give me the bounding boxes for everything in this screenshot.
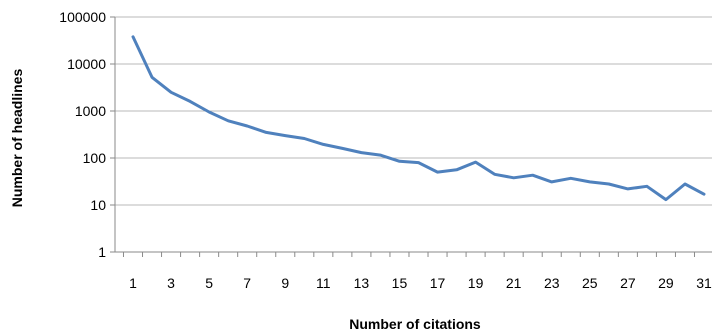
x-axis-title: Number of citations: [349, 316, 481, 332]
x-tick-label: 31: [696, 275, 712, 291]
gridlines: [115, 16, 712, 206]
x-tick-label: 17: [430, 275, 446, 291]
x-tick-label: 7: [243, 275, 251, 291]
x-tick-label: 29: [658, 275, 674, 291]
x-tick-label: 19: [468, 275, 484, 291]
axes: [110, 16, 712, 257]
x-tick-label: 5: [205, 275, 213, 291]
x-tick-label: 3: [167, 275, 175, 291]
x-tick-label: 11: [316, 275, 331, 291]
x-tick-label: 23: [544, 275, 560, 291]
x-tick-label: 25: [582, 275, 598, 291]
x-tick-label: 1: [129, 275, 137, 291]
y-axis-title: Number of headlines: [9, 69, 25, 208]
y-tick-label: 1000: [75, 103, 106, 119]
series-lines: [131, 35, 706, 202]
y-tick-label: 10000: [67, 56, 106, 72]
series-line: [131, 35, 706, 202]
x-tick-label: 9: [281, 275, 289, 291]
y-tick-label: 100000: [59, 9, 106, 25]
y-tick-labels: 100000 10000 1000 100 10 1: [59, 9, 106, 260]
x-tick-label: 27: [620, 275, 636, 291]
x-tick-label: 15: [392, 275, 408, 291]
y-tick-label: 10: [90, 197, 106, 213]
x-tick-labels: 1 3 5 7 9 11 13 15 17 19 21 23 25 27 29 31: [129, 275, 712, 291]
x-tick-label: 21: [506, 275, 522, 291]
x-tick-label: 13: [354, 275, 370, 291]
y-tick-label: 100: [83, 150, 107, 166]
y-tick-label: 1: [98, 244, 106, 260]
